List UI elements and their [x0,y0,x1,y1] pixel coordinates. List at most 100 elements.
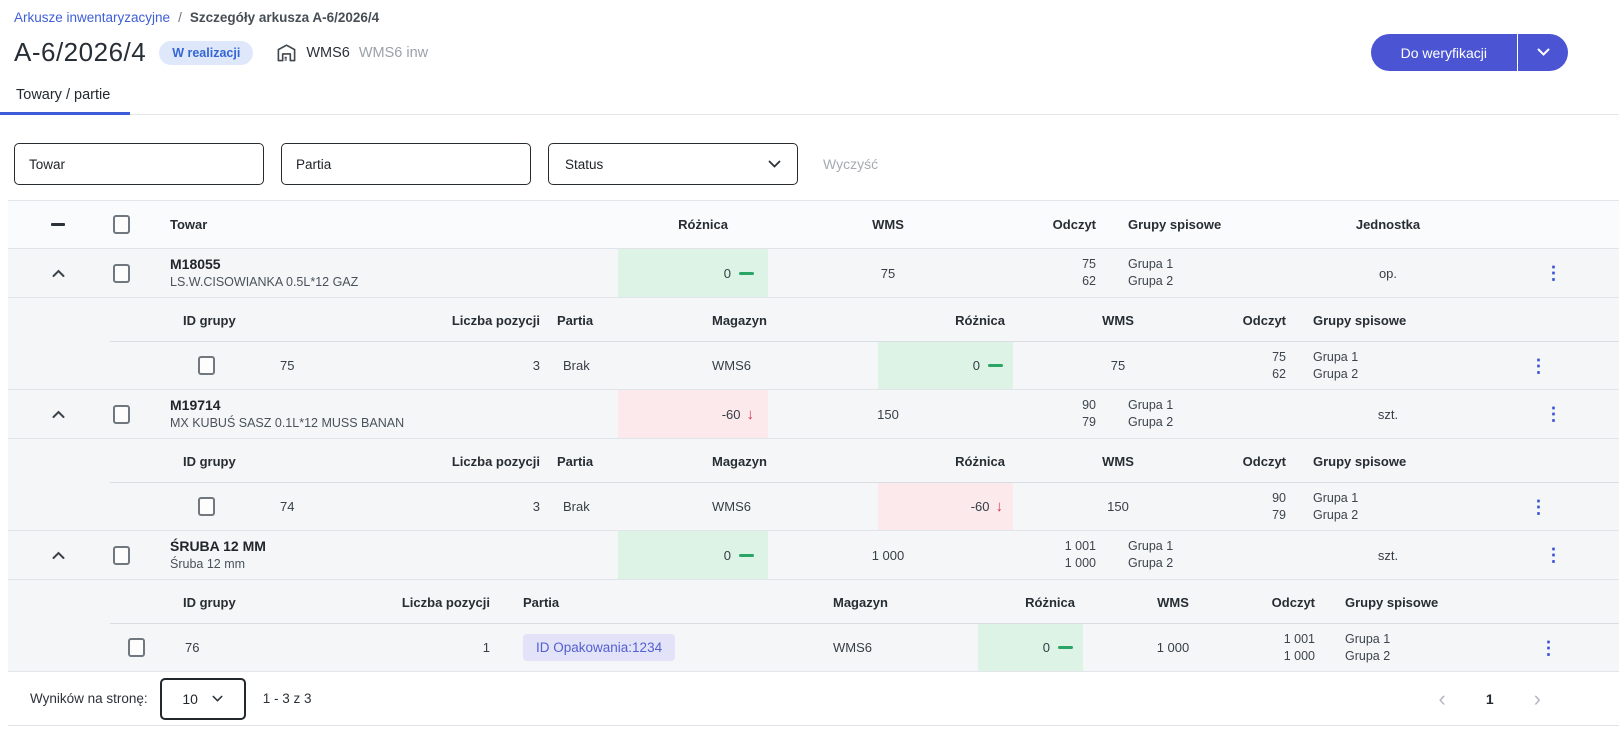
subrow-checkbox[interactable] [198,356,215,375]
subcol-partia: Partia [523,594,560,610]
per-page-value: 10 [182,690,198,707]
subcol-magazyn: Magazyn [712,453,767,469]
roznica-cell: 0 [618,531,768,579]
liczba-pozycji-value: 3 [532,358,540,373]
product-name: LS.W.CISOWIANKA 0.5L*12 GAZ [170,275,359,289]
wms-value: 75 [880,265,896,281]
subcol-odczyt: Odczyt [1242,453,1286,469]
jednostka-value: op. [1378,265,1398,281]
roznica-value: 0 [972,358,980,373]
towar-filter-input[interactable] [14,143,264,185]
minus-icon [51,223,65,226]
tab-towary-partie[interactable]: Towary / partie [0,87,131,115]
per-page-select[interactable]: 10 [159,677,246,720]
product-code: M19714 [170,397,221,414]
warehouse-code: WMS6 [306,44,350,61]
warehouse-icon [277,44,296,62]
subcol-magazyn: Magazyn [833,594,888,610]
grupy-values: Grupa 1 Grupa 2 [1128,398,1174,429]
chevron-down-icon [768,160,781,168]
subcol-liczba-pozycji: Liczba pozycji [451,312,540,328]
table-row: M18055 LS.W.CISOWIANKA 0.5L*12 GAZ 0 75 … [8,248,1619,297]
row-checkbox[interactable] [113,263,130,283]
wms-value: 1 000 [871,547,905,563]
status-badge: W realizacji [159,40,254,65]
chevron-up-icon [52,269,64,277]
subrow-checkbox[interactable] [128,638,145,657]
subcol-odczyt: Odczyt [1242,312,1286,328]
trend-flat-icon [988,364,1003,367]
grupy-values: Grupa 1 Grupa 2 [1128,257,1174,288]
subrow-menu-button[interactable]: ⋮ [1529,355,1548,376]
prev-page-button[interactable]: ‹ [1438,685,1446,711]
filter-bar: Status Wyczyść [0,115,1619,200]
action-dropdown-button[interactable] [1518,34,1568,71]
roznica-cell: 0 [878,342,1013,389]
roznica-cell: 0 [618,249,768,297]
warehouse-block: WMS6 WMS6 inw [276,42,428,63]
next-page-button[interactable]: › [1533,685,1541,711]
liczba-pozycji-value: 1 [482,640,490,655]
breadcrumb-current: Szczegóły arkusza A-6/2026/4 [189,10,380,25]
grupy-values: Grupa 1 Grupa 2 [1313,490,1359,522]
collapse-all-button[interactable] [43,210,73,240]
subcol-partia: Partia [557,453,594,469]
chevron-down-icon [1537,48,1549,56]
do-weryfikacji-button[interactable]: Do weryfikacji [1370,34,1517,71]
subcol-partia: Partia [557,312,594,328]
page-header: A-6/2026/4 W realizacji WMS6 WMS6 inw Do… [0,34,1619,71]
odczyt-values: 75 62 [1082,257,1096,288]
roznica-value: 0 [723,265,731,281]
col-odczyt: Odczyt [1052,217,1096,232]
subcol-odczyt: Odczyt [1271,594,1315,610]
row-checkbox[interactable] [113,545,130,565]
partia-filter-input[interactable] [281,143,531,185]
trend-down-icon: ↓ [746,405,755,423]
collapse-row-button[interactable] [43,399,73,429]
row-menu-button[interactable]: ⋮ [1544,263,1563,283]
subrow-menu-button[interactable]: ⋮ [1529,496,1548,517]
subtable-row: 75 3 Brak WMS6 0 75 75 62 Grupa 1 Grupa 2 … [8,342,1619,389]
collapse-row-button[interactable] [43,540,73,570]
subrow-checkbox[interactable] [198,497,215,516]
subtable-row: 74 3 Brak WMS6 -60 ↓ 150 90 79 Grupa 1 Gru… [8,483,1619,530]
subcol-grupy-spisowe: Grupy spisowe [1313,453,1407,469]
select-all-checkbox[interactable] [113,215,130,234]
row-menu-button[interactable]: ⋮ [1544,404,1563,424]
subtable-header: ID grupy Liczba pozycji Partia Magazyn R… [8,438,1619,483]
roznica-value: -60 [970,499,990,514]
odczyt-values: 90 79 [1082,398,1096,429]
chevron-up-icon [52,410,64,418]
chevron-up-icon [52,551,64,559]
collapse-row-button[interactable] [43,258,73,288]
trend-down-icon: ↓ [995,498,1004,515]
col-wms: WMS [872,217,904,232]
subcol-roznica: Różnica [1025,594,1075,610]
roznica-value: -60 [721,406,741,422]
wms-value: 1 000 [1156,640,1190,655]
magazyn-value: WMS6 [712,499,751,514]
subrow-menu-button[interactable]: ⋮ [1539,637,1558,658]
product-code: M18055 [170,256,221,273]
status-filter-select[interactable]: Status [548,143,798,185]
row-checkbox[interactable] [113,404,130,424]
table-footer: Wyników na stronę: 10 1 - 3 z 3 ‹ 1 › [8,671,1619,726]
partia-value: Brak [563,358,590,373]
partia-chip[interactable]: ID Opakowania:1234 [523,634,676,661]
row-menu-button[interactable]: ⋮ [1544,545,1563,565]
subcol-wms: WMS [1102,312,1134,328]
clear-filters-button[interactable]: Wyczyść [823,156,879,172]
current-page-number[interactable]: 1 [1485,690,1494,707]
col-grupy-spisowe: Grupy spisowe [1128,217,1222,232]
pagination: ‹ 1 › [1438,685,1541,711]
warehouse-name: WMS6 inw [358,44,429,61]
subcol-magazyn: Magazyn [712,312,767,328]
breadcrumb-link-arkusze[interactable]: Arkusze inwentaryzacyjne [14,10,171,25]
subcol-grupy-spisowe: Grupy spisowe [1345,594,1439,610]
wms-value: 150 [1107,499,1129,514]
table-header-row: Towar Różnica WMS Odczyt Grupy spisowe J… [8,201,1619,248]
id-grupy-value: 76 [185,640,200,655]
header-actions: Do weryfikacji [1370,34,1568,71]
inventory-table: Towar Różnica WMS Odczyt Grupy spisowe J… [8,200,1619,726]
odczyt-values: 1 001 1 000 [1064,539,1096,570]
